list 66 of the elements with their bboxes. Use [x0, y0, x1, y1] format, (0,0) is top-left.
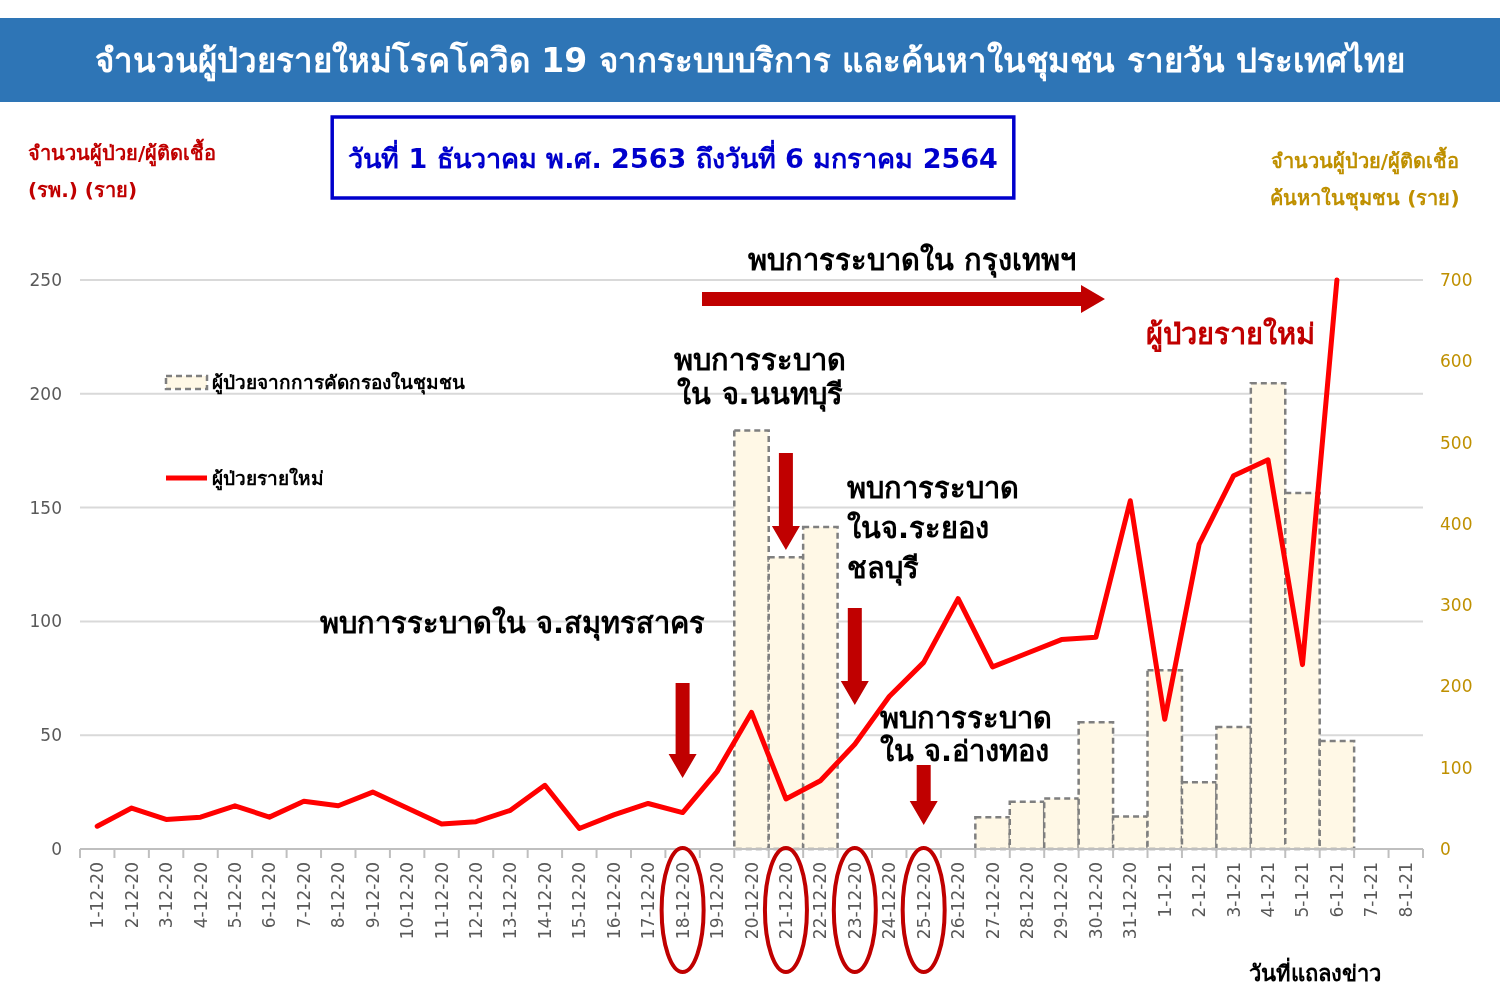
x-tick-label: 11-12-20: [431, 862, 452, 940]
x-tick-label: 2-12-20: [121, 862, 142, 929]
x-tick-label: 29-12-20: [1051, 862, 1072, 940]
x-tick-label: 3-12-20: [156, 862, 177, 929]
annotation: พบการระบาด ในจ.ระยอง ชลบุรี: [847, 471, 1019, 586]
x-tick-label: 16-12-20: [603, 862, 624, 940]
x-tick-label: 7-12-20: [293, 862, 314, 929]
annotation: พบการระบาดใน จ.สมุทรสาคร: [319, 606, 705, 641]
x-tick-label: 31-12-20: [1120, 862, 1141, 940]
x-tick-label: 10-12-20: [397, 862, 418, 940]
x-tick-label: 17-12-20: [638, 862, 659, 940]
x-tick-label: 28-12-20: [1016, 862, 1037, 940]
y2-tick-label: 300: [1440, 595, 1473, 616]
y2-tick-label: 500: [1440, 432, 1473, 453]
chart-subtitle: วันที่ 1 ธันวาคม พ.ศ. 2563 ถึงวันที่ 6 มกราคม 2564: [348, 139, 998, 174]
legend-label: ผู้ป่วยรายใหม่: [212, 467, 324, 491]
y-tick-label: 200: [29, 383, 62, 404]
x-tick-label: 13-12-20: [500, 862, 521, 940]
x-tick-label: 3-1-21: [1223, 862, 1244, 918]
x-axis-title: วันที่แถลงข่าว: [1249, 957, 1381, 986]
x-tick-label: 12-12-20: [466, 862, 487, 940]
x-tick-label: 25-12-20: [913, 862, 934, 940]
x-tick-label: 14-12-20: [534, 862, 555, 940]
x-tick-label: 6-1-21: [1326, 862, 1347, 918]
x-tick-label: 2-1-21: [1189, 862, 1210, 918]
x-tick-label: 8-12-20: [328, 862, 349, 929]
x-tick-label: 21-12-20: [775, 862, 796, 940]
x-tick-label: 8-1-21: [1395, 862, 1416, 918]
x-tick-label: 7-1-21: [1361, 862, 1382, 918]
x-tick-label: 20-12-20: [741, 862, 762, 940]
y-axis-title: จำนวนผู้ป่วย/ผู้ติดเชื้อ (รพ.) (ราย): [28, 138, 217, 202]
y-tick-label: 100: [29, 611, 62, 632]
x-tick-label: 18-12-20: [672, 862, 693, 940]
x-tick-label: 1-12-20: [87, 862, 108, 929]
x-tick-label: 26-12-20: [948, 862, 969, 940]
y2-tick-label: 400: [1440, 513, 1473, 534]
annotation: พบการระบาด ใน จ.อ่างทอง: [880, 701, 1052, 768]
y2-tick-label: 600: [1440, 351, 1473, 372]
x-tick-label: 22-12-20: [810, 862, 831, 940]
legend-label: ผู้ป่วยจากการคัดกรองในชุมชน: [212, 371, 465, 395]
y-tick-label: 50: [40, 725, 62, 746]
y2-tick-label: 700: [1440, 270, 1473, 290]
annotation: ผู้ป่วยรายใหม่: [1145, 317, 1315, 352]
y2-tick-label: 200: [1440, 676, 1473, 697]
text: พบการระบาดใน กรุงเทพฯ: [747, 243, 1077, 278]
x-tick-label: 30-12-20: [1085, 862, 1106, 940]
annotation: พบการระบาด ใน จ.นนทบุรี: [674, 343, 846, 412]
x-tick-label: 15-12-20: [569, 862, 590, 940]
chart-title: จำนวนผู้ป่วยรายใหม่โรคโควิด 19 จากระบบบริการ และค้นหาในชุมชน รายวัน ประเทศไทย: [94, 41, 1406, 82]
y2-axis-title: จำนวนผู้ป่วย/ผู้ติดเชื้อ ค้นหาในชุมชน (ราย): [1270, 146, 1460, 211]
x-tick-label: 27-12-20: [982, 862, 1003, 940]
x-tick-label: 6-12-20: [259, 862, 280, 929]
x-tick-label: 5-1-21: [1292, 862, 1313, 918]
x-tick-label: 19-12-20: [707, 862, 728, 940]
x-tick-label: 9-12-20: [362, 862, 383, 929]
x-tick-label: 5-12-20: [224, 862, 245, 929]
y2-tick-label: 0: [1440, 839, 1451, 859]
x-tick-label: 4-12-20: [190, 862, 211, 929]
x-tick-label: 1-1-21: [1154, 862, 1175, 918]
x-tick-label: 24-12-20: [879, 862, 900, 940]
x-tick-label: 23-12-20: [844, 862, 865, 940]
x-tick-label: 4-1-21: [1258, 862, 1279, 918]
y-tick-label: 150: [29, 497, 62, 518]
y2-tick-label: 100: [1440, 757, 1473, 778]
y-tick-label: 0: [51, 839, 62, 859]
y-tick-label: 250: [29, 270, 62, 290]
